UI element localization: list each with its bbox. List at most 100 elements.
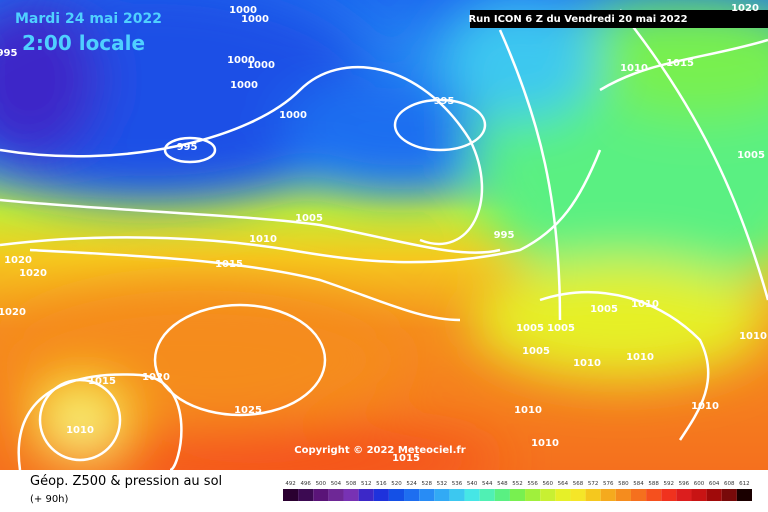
scale-label: 520 (391, 481, 402, 487)
color-scale: 492 496 500 504 508 512 516 520 524 528 532 536 540 5… (283, 481, 752, 501)
isobar-label: 1005 (547, 323, 575, 334)
scale-label: 580 (618, 481, 629, 487)
field (0, 0, 768, 490)
scale-cell (540, 489, 556, 501)
isobar-label: 995 (177, 142, 198, 153)
scale-cell (358, 489, 374, 501)
scale-label: 604 (709, 481, 720, 487)
isobar-label: 1010 (631, 299, 659, 310)
isobar-label: 1005 (590, 304, 618, 315)
scale-label: 600 (694, 481, 705, 487)
legend-lead: (+ 90h) (30, 494, 69, 505)
isobar-label: 1000 (247, 60, 275, 71)
scale-label: 516 (376, 481, 387, 487)
scale-label: 588 (648, 481, 659, 487)
isobar-label: 1005 (737, 150, 765, 161)
scale-label: 496 (300, 481, 311, 487)
scale-label: 508 (346, 481, 357, 487)
scale-label: 532 (437, 481, 448, 487)
scale-cell (373, 489, 389, 501)
scale-cell (419, 489, 435, 501)
isobar-label: 1000 (230, 80, 258, 91)
isobar-label: 1005 (516, 323, 544, 334)
scale-label: 504 (331, 481, 342, 487)
isobar-label: 1000 (279, 110, 307, 121)
scale-cell (494, 489, 510, 501)
scale-cell (585, 489, 601, 501)
scale-label: 568 (573, 481, 584, 487)
scale-cell (600, 489, 616, 501)
scale-label: 556 (527, 481, 538, 487)
isobar-label: 995 (494, 230, 515, 241)
scale-label: 544 (482, 481, 493, 487)
isobar-label: 1000 (241, 14, 269, 25)
isobar-label: 1000 (229, 5, 257, 16)
isobar-label: 995 (0, 48, 17, 59)
isobar-label: 1005 (522, 346, 550, 357)
scale-cell (615, 489, 631, 501)
isobar-label: 1020 (4, 255, 32, 266)
isobar-label: 1015 (215, 259, 243, 270)
scale-label: 512 (361, 481, 372, 487)
scale-cell (509, 489, 526, 501)
isobar-label: 995 (434, 96, 455, 107)
run: Run ICON 6 Z du Vendredi 20 mai 2022 (468, 14, 687, 25)
scale-cell (404, 489, 420, 501)
isobar-label: 1000 (227, 55, 255, 66)
scale-label: 528 (421, 481, 432, 487)
legend-title: Géop. Z500 & pression au sol (30, 474, 222, 489)
scale-label: 560 (543, 481, 554, 487)
isobar-label: 1015 (666, 58, 694, 69)
isobar-label: 1010 (514, 405, 542, 416)
scale-label: 540 (467, 481, 478, 487)
scale-cell (298, 489, 314, 501)
scale-label: 592 (664, 481, 675, 487)
isobar-label: 1010 (626, 352, 654, 363)
scale-label: 492 (285, 481, 296, 487)
scale-cell (676, 489, 692, 501)
scale-label: 576 (603, 481, 614, 487)
scale-cell (328, 489, 344, 501)
scale-cell (283, 489, 299, 501)
scale-label: 552 (512, 481, 523, 487)
scale-cell (313, 489, 329, 501)
isobar-label: 1025 (234, 405, 262, 416)
isobar-label: 1020 (19, 268, 47, 279)
run-box (470, 10, 768, 28)
isobar-label: 1005 (295, 213, 323, 224)
copyright: Copyright © 2022 Meteociel.fr (294, 445, 465, 456)
scale-cell (736, 489, 752, 501)
scale-cell (721, 489, 737, 501)
scale-label: 608 (724, 481, 735, 487)
scale-label: 548 (497, 481, 508, 487)
isobar-label: 1020 (142, 372, 170, 383)
scale-label: 564 (558, 481, 569, 487)
scale-cell (449, 489, 465, 501)
scale-cell (525, 489, 541, 501)
scale-label: 612 (739, 481, 750, 487)
scale-cell (706, 489, 722, 501)
scale-label: 584 (633, 481, 644, 487)
scale-label: 536 (452, 481, 463, 487)
isobar-label: 1010 (739, 331, 767, 342)
scale-cell (434, 489, 450, 501)
scale-cell (630, 489, 647, 501)
isobar-label: 1015 (392, 453, 420, 464)
date: Mardi 24 mai 2022 (15, 11, 162, 27)
isobar-label: 1010 (531, 438, 559, 449)
scale-cell (691, 489, 707, 501)
scale-label: 500 (316, 481, 327, 487)
isobar-label: 1010 (573, 358, 601, 369)
scale-cell (661, 489, 677, 501)
scale-label: 524 (406, 481, 417, 487)
scale-cell (388, 489, 405, 501)
time: 2:00 locale (22, 31, 145, 55)
scale-cell (555, 489, 571, 501)
scale-label: 572 (588, 481, 599, 487)
isobar-label: 1020 (731, 3, 759, 14)
scale-cell (646, 489, 662, 501)
isobar-label: 1010 (66, 425, 94, 436)
isobar-label: 1010 (249, 234, 277, 245)
